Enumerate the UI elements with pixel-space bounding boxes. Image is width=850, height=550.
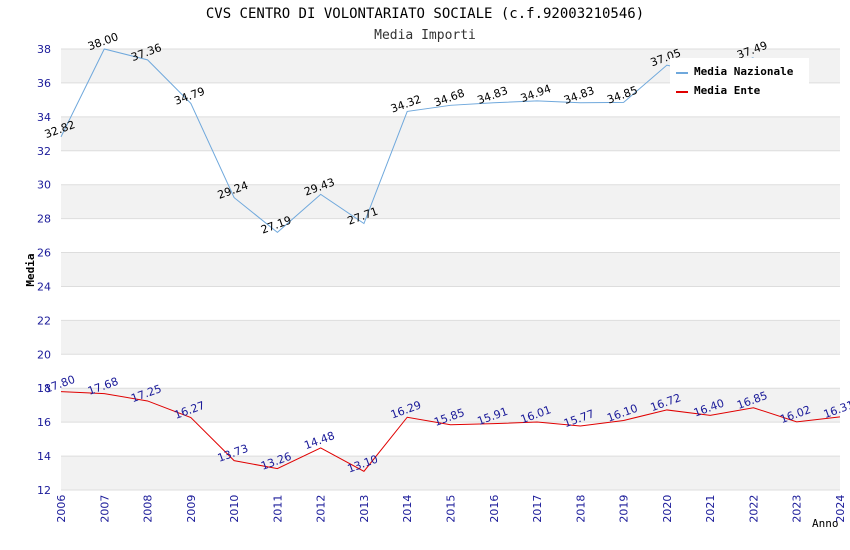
x-tick-label: 2011 — [271, 495, 284, 523]
y-tick-label: 30 — [37, 179, 51, 192]
y-tick-label: 22 — [37, 314, 51, 327]
y-tick-label: 38 — [37, 43, 51, 56]
series-lines — [60, 48, 841, 472]
grid-lines — [61, 48, 840, 491]
series-line-media-nazionale — [60, 48, 754, 234]
x-tick-label: 2017 — [531, 495, 544, 523]
grid-band — [61, 184, 840, 219]
y-tick-label: 32 — [37, 145, 51, 158]
x-axis-label: Anno — [812, 517, 839, 530]
y-tick-label: 26 — [37, 247, 51, 260]
y-tick-label: 24 — [37, 280, 51, 293]
data-label: 34.85 — [605, 84, 639, 107]
y-tick-label: 34 — [37, 111, 51, 124]
y-tick-label: 28 — [37, 213, 51, 226]
chart-title: CVS CENTRO DI VOLONTARIATO SOCIALE (c.f.… — [206, 6, 644, 22]
legend-label-media-ente: Media Ente — [694, 84, 761, 97]
y-tick-label: 14 — [37, 450, 51, 463]
x-tick-label: 2009 — [185, 495, 198, 523]
y-tick-labels: 12 14 16 18 20 22 24 26 28 30 32 34 36 38 — [37, 43, 51, 497]
x-tick-label: 2022 — [747, 495, 760, 523]
x-tick-label: 2010 — [228, 495, 241, 523]
x-tick-labels: 2006 2007 2008 2009 2010 2011 2012 2013 2014 2015… — [55, 495, 847, 523]
grid-band — [61, 456, 840, 490]
x-tick-label: 2018 — [574, 495, 587, 523]
legend: Media Nazionale Media Ente — [670, 58, 809, 100]
x-tick-label: 2008 — [142, 495, 155, 523]
x-tick-label: 2007 — [98, 495, 111, 523]
y-tick-label: 18 — [37, 382, 51, 395]
x-tick-label: 2006 — [55, 495, 68, 523]
x-tick-label: 2021 — [704, 495, 717, 523]
x-tick-label: 2020 — [661, 495, 674, 523]
grid-band — [61, 252, 840, 287]
x-tick-label: 2013 — [358, 495, 371, 523]
x-tick-label: 2014 — [401, 495, 414, 523]
chart-subtitle: Media Importi — [374, 28, 476, 43]
data-label: 34.83 — [476, 84, 510, 107]
y-tick-label: 12 — [37, 484, 51, 497]
data-label: 34.83 — [562, 84, 596, 107]
y-tick-label: 20 — [37, 348, 51, 361]
x-tick-label: 2012 — [315, 495, 328, 523]
y-tick-label: 16 — [37, 416, 51, 429]
background-bands — [61, 49, 840, 490]
x-tick-label: 2019 — [618, 495, 631, 523]
x-tick-label: 2023 — [791, 495, 804, 523]
data-label: 34.32 — [389, 93, 423, 116]
data-label: 34.68 — [432, 87, 466, 110]
grid-band — [61, 320, 840, 355]
data-label: 34.79 — [173, 85, 207, 108]
x-tick-label: 2024 — [834, 495, 847, 523]
y-tick-label: 36 — [37, 77, 51, 90]
grid-band — [61, 388, 840, 423]
legend-label-media-nazionale: Media Nazionale — [694, 65, 794, 78]
y-axis-label: Media — [24, 253, 37, 286]
x-tick-label: 2015 — [445, 495, 458, 523]
x-tick-label: 2016 — [488, 495, 501, 523]
grid-band — [61, 116, 840, 151]
series-line-media-ente — [60, 391, 841, 472]
